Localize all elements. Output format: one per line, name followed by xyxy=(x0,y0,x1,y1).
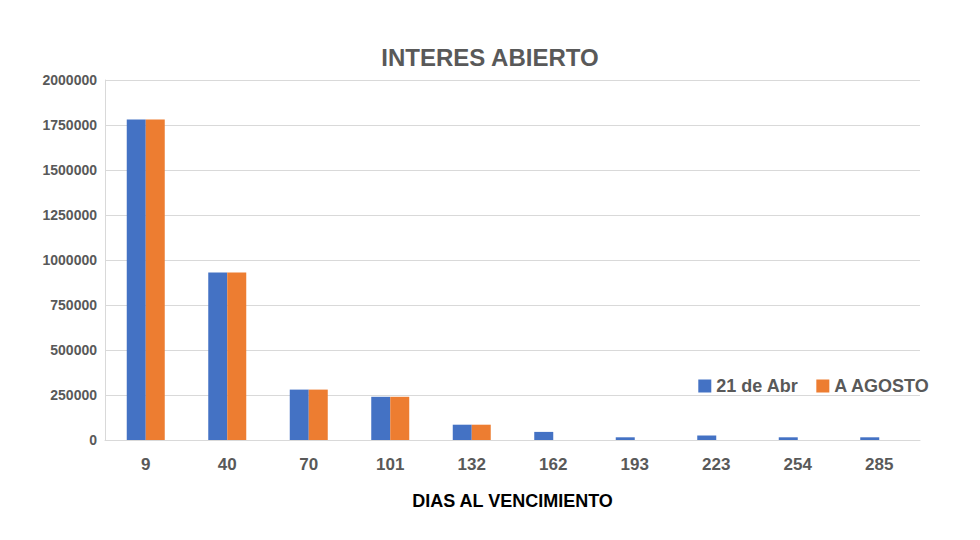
svg-text:A AGOSTO: A AGOSTO xyxy=(834,376,928,396)
svg-text:101: 101 xyxy=(376,455,404,474)
svg-text:1500000: 1500000 xyxy=(42,162,97,178)
svg-text:132: 132 xyxy=(458,455,486,474)
svg-text:223: 223 xyxy=(702,455,730,474)
svg-text:193: 193 xyxy=(621,455,649,474)
svg-text:254: 254 xyxy=(784,455,813,474)
svg-text:0: 0 xyxy=(89,432,97,448)
svg-text:9: 9 xyxy=(141,455,150,474)
svg-text:750000: 750000 xyxy=(50,297,97,313)
svg-text:70: 70 xyxy=(299,455,318,474)
svg-text:250000: 250000 xyxy=(50,387,97,403)
svg-text:162: 162 xyxy=(539,455,567,474)
svg-text:1750000: 1750000 xyxy=(42,117,97,133)
svg-text:500000: 500000 xyxy=(50,342,97,358)
svg-text:INTERES ABIERTO: INTERES ABIERTO xyxy=(381,44,598,71)
svg-text:1000000: 1000000 xyxy=(42,252,97,268)
svg-text:40: 40 xyxy=(218,455,237,474)
svg-text:21 de Abr: 21 de Abr xyxy=(716,376,797,396)
svg-text:1250000: 1250000 xyxy=(42,207,97,223)
svg-text:DIAS AL VENCIMIENTO: DIAS AL VENCIMIENTO xyxy=(412,491,613,511)
svg-text:285: 285 xyxy=(865,455,893,474)
svg-text:2000000: 2000000 xyxy=(42,72,97,88)
